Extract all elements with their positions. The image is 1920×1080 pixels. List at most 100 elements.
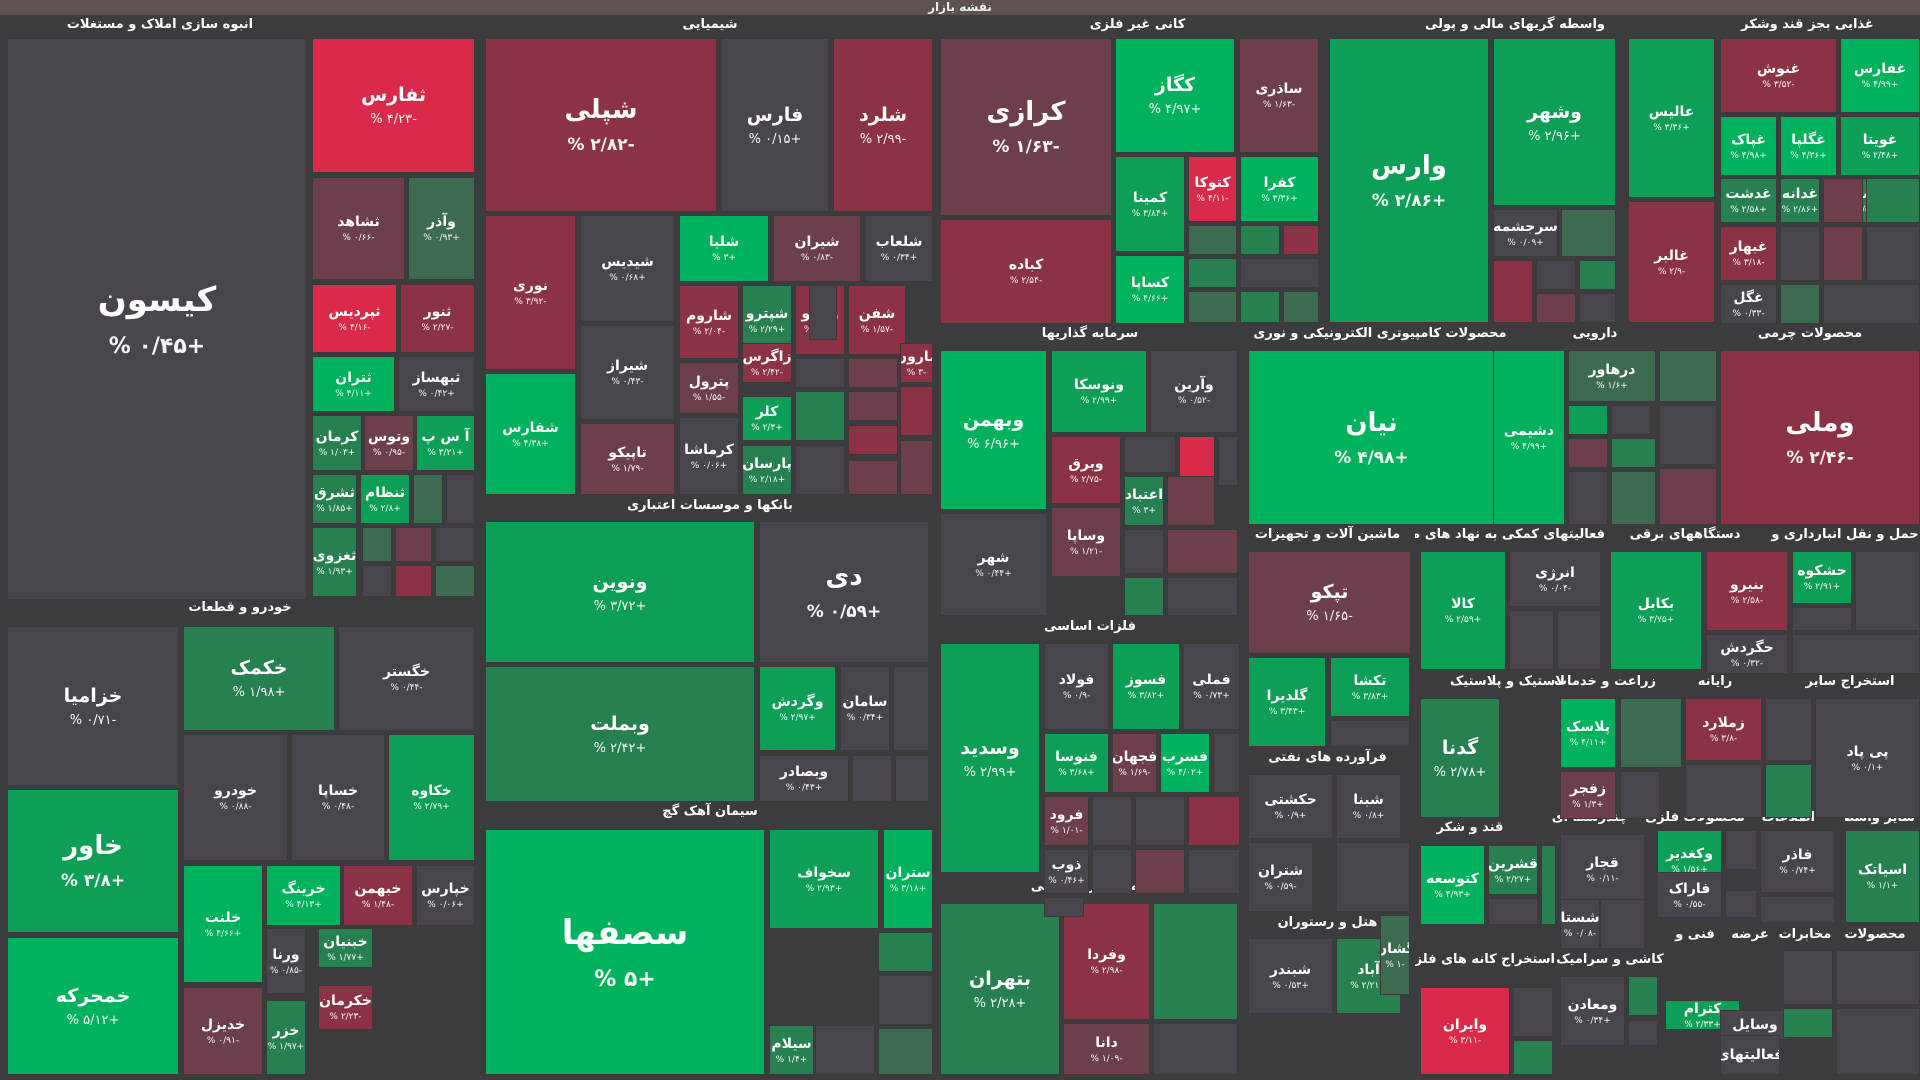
- stock-tile[interactable]: نوری -۳/۹۲ %: [485, 215, 576, 370]
- stock-tile[interactable]: ثپردیس -۴/۱۶ %: [312, 284, 397, 353]
- stock-tile[interactable]: ثشاهد -۰/۶۶ %: [312, 177, 405, 280]
- stock-tile[interactable]: شلعاب +۰/۳۴ %: [865, 215, 933, 282]
- stock-tile[interactable]: شهر +۰/۴۴ %: [940, 513, 1047, 616]
- stock-tile[interactable]: قجار -۰/۱۱ %: [1560, 834, 1645, 904]
- stock-tile[interactable]: خساپا -۰/۴۸ %: [291, 734, 385, 861]
- stock-tile-small[interactable]: [848, 425, 898, 455]
- stock-tile[interactable]: دی +۰/۵۹ %: [759, 521, 929, 663]
- stock-tile[interactable]: وبصادر +۰/۴۳ %: [759, 755, 849, 802]
- stock-tile-small[interactable]: [1218, 436, 1238, 486]
- stock-tile[interactable]: خدیزل -۰/۹۱ %: [183, 987, 263, 1075]
- stock-tile-small[interactable]: [1153, 903, 1238, 1020]
- stock-tile-small[interactable]: [1240, 258, 1319, 288]
- stock-tile[interactable]: نیان +۴/۹۸ %: [1248, 350, 1495, 525]
- stock-tile[interactable]: فجهان -۱/۶۹ %: [1112, 733, 1157, 793]
- stock-tile[interactable]: آ س پ +۳/۲۱ %: [416, 415, 475, 471]
- stock-tile-small[interactable]: [1620, 771, 1660, 819]
- stock-tile-small[interactable]: [1536, 293, 1576, 323]
- stock-tile-small[interactable]: [1153, 1023, 1238, 1075]
- stock-tile-small[interactable]: [895, 755, 929, 802]
- stock-tile[interactable]: خگستر -۰/۴۴ %: [338, 626, 475, 731]
- stock-tile[interactable]: وبرق -۲/۷۵ %: [1051, 436, 1121, 504]
- stock-tile-small[interactable]: [1124, 529, 1164, 574]
- stock-tile-small[interactable]: [1557, 610, 1601, 670]
- stock-tile[interactable]: حگردش -۰/۳۲ %: [1706, 634, 1788, 674]
- stock-tile[interactable]: دانا -۱/۰۹ %: [1063, 1023, 1150, 1075]
- stock-tile-small[interactable]: [1188, 796, 1240, 846]
- stock-tile[interactable]: خکاوه +۲/۷۹ %: [388, 734, 475, 861]
- stock-tile[interactable]: پلاسک +۴/۱۱ %: [1560, 698, 1616, 768]
- stock-tile[interactable]: تکشا +۳/۸۳ %: [1330, 657, 1410, 717]
- stock-tile[interactable]: دشیمی +۴/۹۹ %: [1493, 350, 1565, 525]
- stock-tile-small[interactable]: [1568, 471, 1608, 525]
- stock-tile[interactable]: ثغزوی +۱/۹۳ %: [312, 527, 357, 597]
- stock-tile-small[interactable]: [1167, 529, 1238, 574]
- stock-tile-small[interactable]: [1283, 291, 1319, 323]
- stock-tile-small[interactable]: [1135, 849, 1185, 894]
- stock-tile-small[interactable]: [1792, 607, 1852, 631]
- stock-tile[interactable]: سامان +۰/۳۴ %: [840, 666, 890, 751]
- stock-tile[interactable]: اسیاتک +۱/۱ %: [1845, 830, 1920, 923]
- stock-tile[interactable]: خاور +۳/۸ %: [7, 789, 179, 933]
- stock-tile[interactable]: شیران -۰/۸۳ %: [773, 215, 861, 282]
- stock-tile[interactable]: ثشرق +۱/۸۵ %: [312, 474, 357, 524]
- stock-tile[interactable]: کیسون +۰/۴۵ %: [7, 38, 307, 600]
- stock-tile[interactable]: خزامیا -۰/۷۱ %: [7, 626, 179, 786]
- stock-tile[interactable]: فنوسا +۳/۶۸ %: [1044, 733, 1109, 793]
- stock-tile[interactable]: قشرین +۲/۲۷ %: [1488, 845, 1538, 895]
- stock-tile[interactable]: ثتران +۴/۱۱ %: [312, 356, 395, 412]
- stock-tile[interactable]: فاراک -۰/۵۵ %: [1657, 872, 1722, 918]
- stock-tile-small[interactable]: [1823, 178, 1863, 223]
- stock-tile-small[interactable]: [1167, 476, 1215, 526]
- stock-tile[interactable]: کلر +۲/۳ %: [742, 396, 792, 441]
- stock-tile[interactable]: کتوسعه +۴/۹۳ %: [1420, 845, 1485, 925]
- stock-tile[interactable]: غویتا +۲/۴۸ %: [1840, 116, 1920, 176]
- stock-tile-small[interactable]: [1611, 405, 1651, 435]
- stock-tile-small[interactable]: [1568, 405, 1608, 435]
- stock-tile[interactable]: بتهران +۲/۲۸ %: [940, 903, 1060, 1075]
- stock-tile[interactable]: ستران +۳/۱۸ %: [883, 829, 933, 929]
- stock-tile[interactable]: کرمان +۱/۰۳ %: [312, 415, 362, 471]
- stock-tile[interactable]: کرازی -۱/۶۳ %: [940, 38, 1112, 216]
- stock-tile[interactable]: شبنا +۰/۸ %: [1336, 774, 1401, 839]
- stock-tile[interactable]: شبندر +۰/۵۳ %: [1248, 938, 1333, 1014]
- stock-tile-small[interactable]: [1855, 551, 1920, 631]
- stock-tile-small[interactable]: [1092, 849, 1132, 894]
- stock-tile-small[interactable]: [1765, 764, 1812, 818]
- stock-tile-small[interactable]: [446, 474, 475, 524]
- stock-tile[interactable]: حکشتی +۰/۹ %: [1248, 774, 1333, 839]
- stock-tile[interactable]: گشان -۱ %: [1380, 915, 1410, 995]
- stock-tile[interactable]: بکابل +۳/۷۵ %: [1610, 551, 1702, 670]
- stock-tile[interactable]: شلرد -۲/۹۹ %: [833, 38, 933, 212]
- stock-tile-small[interactable]: [1823, 284, 1920, 324]
- stock-tile-small[interactable]: [1783, 1008, 1833, 1038]
- stock-tile-small[interactable]: [1188, 291, 1237, 323]
- stock-tile[interactable]: ذوب +۰/۴۶ %: [1044, 849, 1089, 894]
- stock-tile[interactable]: سرجشمه +۰/۰۹ %: [1493, 209, 1558, 257]
- stock-tile-small[interactable]: [395, 527, 432, 562]
- stock-tile-small[interactable]: [852, 755, 892, 802]
- stock-tile[interactable]: کساپا +۴/۶۶ %: [1115, 255, 1185, 324]
- stock-tile-small[interactable]: [1783, 950, 1833, 1005]
- stock-tile-small[interactable]: [1240, 291, 1280, 323]
- stock-tile[interactable]: درهاور +۱/۶ %: [1568, 350, 1656, 402]
- stock-tile[interactable]: کالا +۲/۵۹ %: [1420, 551, 1506, 670]
- stock-tile[interactable]: وفردا -۲/۹۸ %: [1063, 903, 1150, 1020]
- stock-tile-small[interactable]: [1760, 896, 1835, 923]
- stock-tile-small[interactable]: [1659, 468, 1717, 525]
- stock-tile[interactable]: غدشت +۲/۵۸ %: [1720, 178, 1777, 223]
- stock-tile-small[interactable]: [435, 527, 475, 562]
- stock-tile-small[interactable]: [1188, 849, 1240, 894]
- stock-tile-small[interactable]: [1330, 720, 1410, 747]
- stock-tile[interactable]: وگردش +۲/۹۷ %: [759, 666, 836, 751]
- stock-tile-small[interactable]: [900, 440, 933, 495]
- stock-tile-small[interactable]: [413, 474, 443, 524]
- stock-tile[interactable]: وساپا -۱/۲۱ %: [1051, 507, 1121, 577]
- stock-tile-small[interactable]: [1725, 830, 1757, 870]
- stock-tile[interactable]: غبهار -۳/۱۸ %: [1720, 226, 1777, 281]
- stock-tile-small[interactable]: [1188, 225, 1237, 255]
- stock-tile[interactable]: کرماشا +۰/۰۶ %: [679, 417, 739, 495]
- stock-tile[interactable]: انرژی -۰/۰۴ %: [1509, 551, 1601, 607]
- stock-tile-small[interactable]: [878, 932, 933, 972]
- stock-tile[interactable]: غالبر -۲/۹ %: [1628, 201, 1715, 323]
